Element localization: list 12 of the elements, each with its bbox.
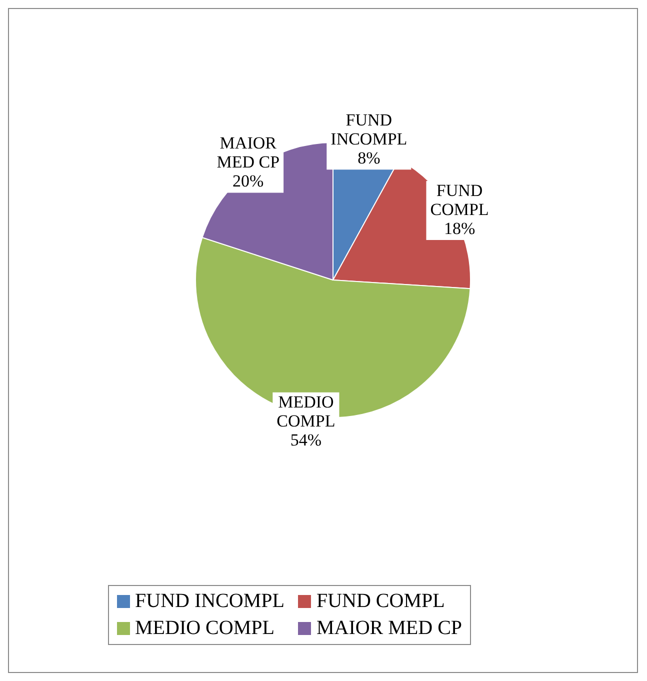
legend-label: MEDIO COMPL [135, 617, 274, 640]
data-label: 8% [358, 148, 380, 168]
legend-label: MAIOR MED CP [316, 617, 462, 640]
slice-label: FUND INCOMPL [330, 110, 408, 149]
data-label: 18% [444, 218, 476, 238]
legend-label: FUND INCOMPL [135, 590, 284, 613]
slice-label: MEDIO COMPL [276, 392, 336, 430]
data-label: 20% [232, 172, 264, 191]
slice-label: FUND COMPL [430, 180, 489, 219]
slice-label: MAIOR MED CP [216, 134, 280, 172]
data-label: 54% [290, 430, 322, 450]
legend-label: FUND COMPL [316, 590, 445, 613]
